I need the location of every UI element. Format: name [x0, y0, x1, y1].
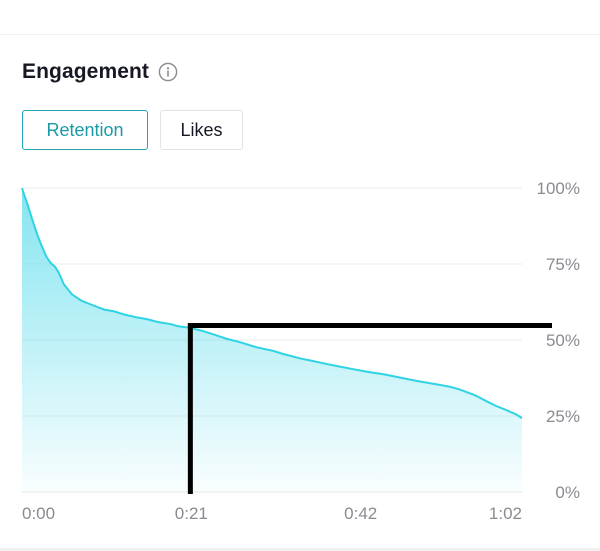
- x-tick-label: 1:02: [489, 504, 522, 523]
- retention-line: [21, 187, 523, 419]
- info-icon[interactable]: [158, 62, 178, 82]
- retention-area: [22, 188, 522, 492]
- engagement-header: Engagement: [22, 58, 178, 86]
- y-tick-label: 50%: [546, 331, 580, 350]
- y-tick-label: 25%: [546, 407, 580, 426]
- metric-tabs: Retention Likes: [22, 110, 243, 150]
- top-divider: [0, 34, 600, 35]
- x-tick-label: 0:21: [175, 504, 208, 523]
- engagement-title: Engagement: [22, 60, 150, 83]
- bottom-divider: [0, 548, 600, 551]
- tab-likes[interactable]: Likes: [160, 110, 243, 150]
- y-tick-label: 100%: [537, 179, 580, 198]
- x-axis-ticks: 0:00 0:21 0:42 1:02: [22, 504, 522, 523]
- x-tick-label: 0:00: [22, 504, 55, 523]
- y-tick-label: 0%: [555, 483, 580, 502]
- y-tick-label: 75%: [546, 255, 580, 274]
- x-tick-label: 0:42: [344, 504, 377, 523]
- y-axis-ticks: 100% 75% 50% 25% 0%: [537, 179, 580, 502]
- tab-retention[interactable]: Retention: [22, 110, 148, 150]
- crosshair-marker: [187, 323, 552, 494]
